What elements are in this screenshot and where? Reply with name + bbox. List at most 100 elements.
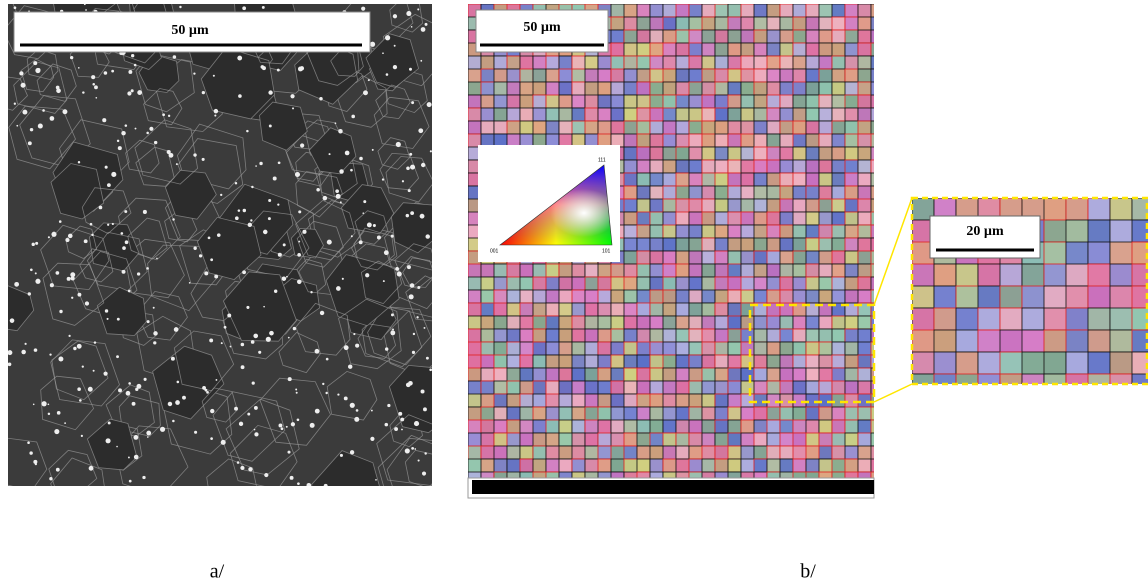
precipitate bbox=[85, 9, 87, 11]
precipitate bbox=[425, 23, 428, 26]
precipitate bbox=[421, 163, 425, 167]
precipitate bbox=[93, 370, 95, 372]
precipitate bbox=[214, 109, 218, 113]
precipitate bbox=[50, 283, 54, 287]
precipitate bbox=[154, 141, 157, 144]
precipitate bbox=[134, 64, 137, 67]
grain bbox=[650, 290, 663, 303]
precipitate bbox=[134, 455, 139, 460]
grain bbox=[832, 407, 845, 420]
grain bbox=[934, 374, 956, 418]
precipitate bbox=[252, 382, 255, 385]
grain bbox=[468, 303, 481, 316]
precipitate bbox=[259, 162, 262, 165]
zoom-connector bbox=[874, 198, 912, 305]
precipitate bbox=[175, 400, 180, 405]
precipitate bbox=[25, 343, 27, 345]
precipitate bbox=[385, 347, 388, 350]
grain bbox=[533, 459, 546, 472]
grain bbox=[858, 316, 871, 329]
grain bbox=[728, 121, 741, 134]
precipitate bbox=[49, 353, 51, 355]
precipitate bbox=[84, 3, 86, 5]
precipitate bbox=[430, 150, 432, 152]
grain bbox=[611, 316, 624, 329]
grain bbox=[871, 212, 897, 238]
grain bbox=[494, 394, 507, 407]
grain bbox=[533, 69, 546, 82]
precipitate bbox=[269, 331, 274, 336]
precipitate bbox=[121, 232, 124, 235]
precipitate bbox=[89, 466, 94, 471]
precipitate bbox=[35, 272, 37, 274]
precipitate bbox=[111, 70, 114, 73]
precipitate bbox=[59, 220, 62, 223]
precipitate bbox=[173, 55, 176, 58]
precipitate bbox=[146, 431, 151, 436]
grain bbox=[611, 82, 624, 95]
precipitate bbox=[382, 178, 384, 180]
precipitate bbox=[95, 97, 97, 99]
precipitate bbox=[406, 383, 411, 388]
precipitate bbox=[390, 330, 395, 335]
precipitate bbox=[71, 276, 75, 280]
precipitate bbox=[122, 246, 126, 250]
precipitate bbox=[248, 223, 252, 227]
precipitate bbox=[263, 230, 268, 235]
precipitate bbox=[81, 435, 83, 437]
grain bbox=[871, 199, 897, 225]
grain bbox=[780, 160, 793, 173]
precipitate bbox=[33, 61, 37, 65]
precipitate bbox=[34, 348, 38, 352]
precipitate bbox=[147, 320, 150, 323]
precipitate bbox=[298, 67, 303, 72]
grain bbox=[689, 160, 702, 173]
precipitate bbox=[112, 223, 114, 225]
grain bbox=[676, 43, 689, 56]
grain bbox=[468, 290, 481, 303]
precipitate bbox=[429, 368, 432, 371]
precipitate bbox=[92, 83, 95, 86]
precipitate bbox=[27, 441, 30, 444]
precipitate bbox=[302, 230, 306, 234]
precipitate bbox=[29, 451, 32, 454]
grain bbox=[520, 303, 533, 316]
precipitate bbox=[107, 224, 109, 226]
precipitate bbox=[277, 69, 280, 72]
precipitate bbox=[416, 316, 418, 318]
caption: a/ bbox=[210, 561, 225, 583]
grain bbox=[572, 407, 585, 420]
precipitate bbox=[146, 267, 149, 270]
precipitate bbox=[335, 122, 337, 124]
grain bbox=[806, 134, 819, 147]
grain bbox=[767, 407, 780, 420]
grain bbox=[858, 173, 871, 186]
grain bbox=[689, 251, 702, 264]
precipitate bbox=[237, 461, 240, 464]
grain bbox=[780, 121, 793, 134]
precipitate bbox=[42, 109, 45, 112]
precipitate bbox=[143, 210, 147, 214]
grain bbox=[793, 82, 806, 95]
grain bbox=[637, 238, 650, 251]
precipitate bbox=[254, 432, 258, 436]
grain bbox=[520, 459, 533, 472]
grain bbox=[871, 30, 884, 43]
precipitate bbox=[10, 318, 15, 323]
precipitate bbox=[373, 224, 376, 227]
grain bbox=[663, 134, 676, 147]
precipitate bbox=[99, 206, 103, 210]
precipitate bbox=[375, 479, 377, 481]
precipitate bbox=[414, 448, 416, 450]
grain bbox=[663, 303, 676, 316]
precipitate bbox=[56, 271, 60, 275]
grain bbox=[845, 407, 858, 420]
precipitate bbox=[241, 365, 245, 369]
grain bbox=[663, 264, 676, 277]
grain bbox=[832, 69, 845, 82]
precipitate bbox=[342, 278, 344, 280]
grain bbox=[481, 303, 494, 316]
precipitate bbox=[377, 235, 381, 239]
precipitate bbox=[288, 337, 290, 339]
grain bbox=[676, 433, 689, 446]
